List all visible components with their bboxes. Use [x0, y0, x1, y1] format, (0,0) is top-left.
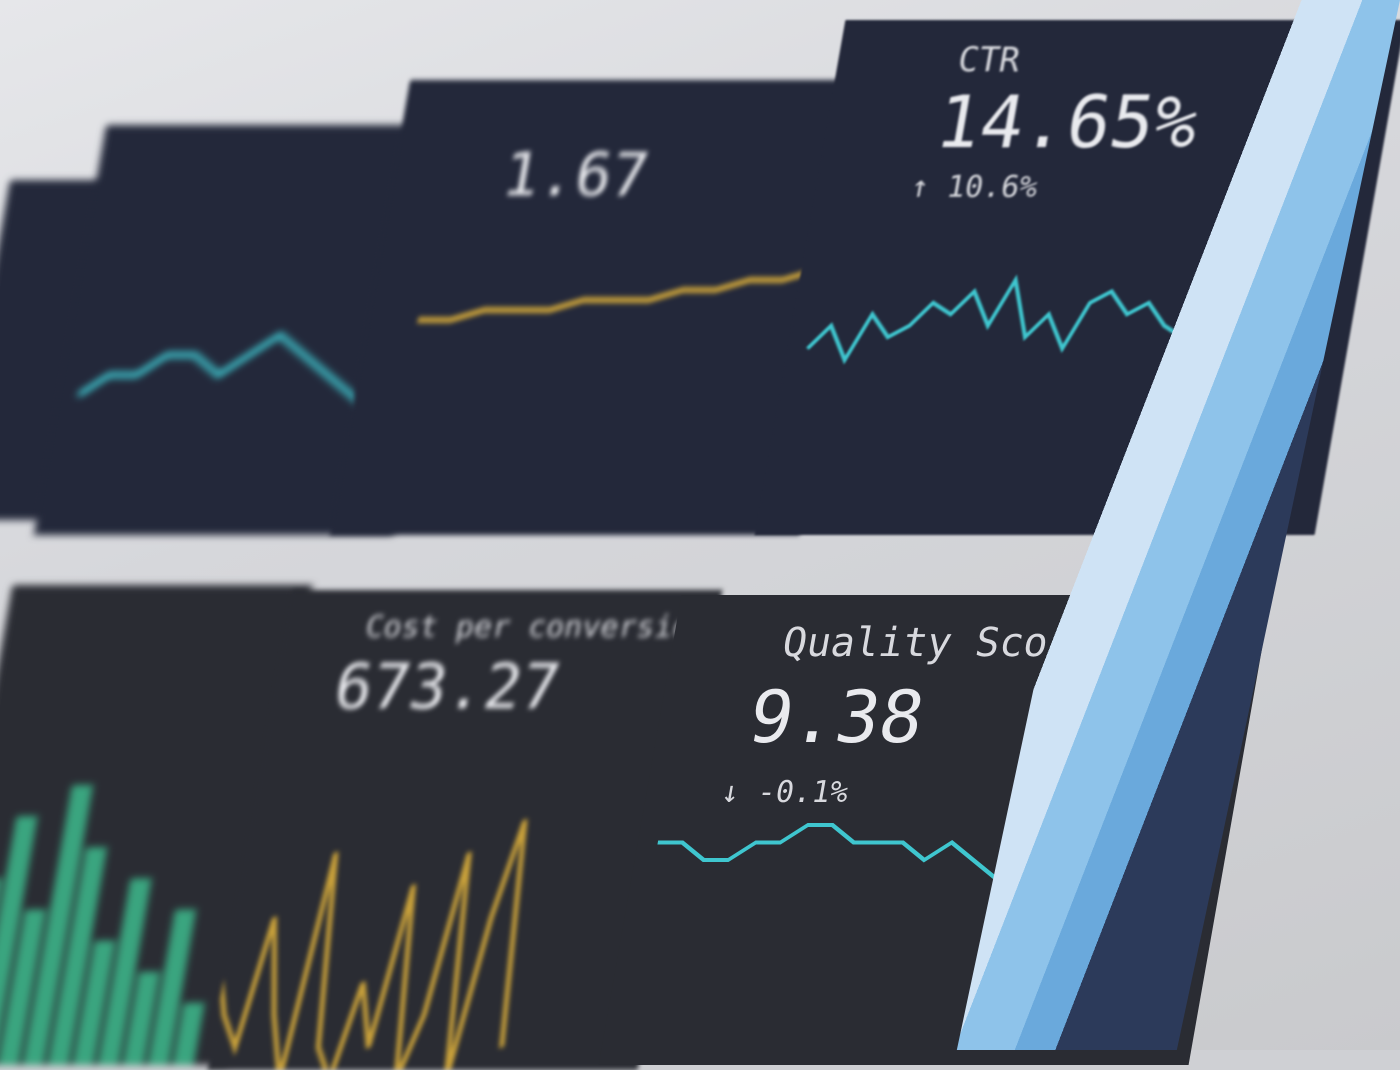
- bar: [122, 971, 161, 1065]
- bar: [0, 816, 38, 1065]
- sparkline: [77, 331, 378, 418]
- bar-sparkline: [0, 785, 205, 1065]
- bar: [22, 785, 94, 1065]
- metric-card-bottom-left: [0, 585, 313, 1065]
- bar: [97, 878, 152, 1065]
- sparkline: [417, 267, 817, 323]
- sparkline: [207, 819, 528, 1070]
- metric-card-cpc: 1.67: [329, 80, 881, 535]
- bar: [0, 909, 47, 1065]
- bar-sparkline-chart: [0, 785, 205, 1065]
- bar: [72, 940, 116, 1065]
- bar: [47, 847, 108, 1065]
- bar: [147, 909, 197, 1065]
- metric-card-left: [33, 125, 467, 535]
- sparkline-chart: [417, 267, 817, 323]
- sparkline-chart: [77, 331, 378, 418]
- bar: [172, 1002, 205, 1065]
